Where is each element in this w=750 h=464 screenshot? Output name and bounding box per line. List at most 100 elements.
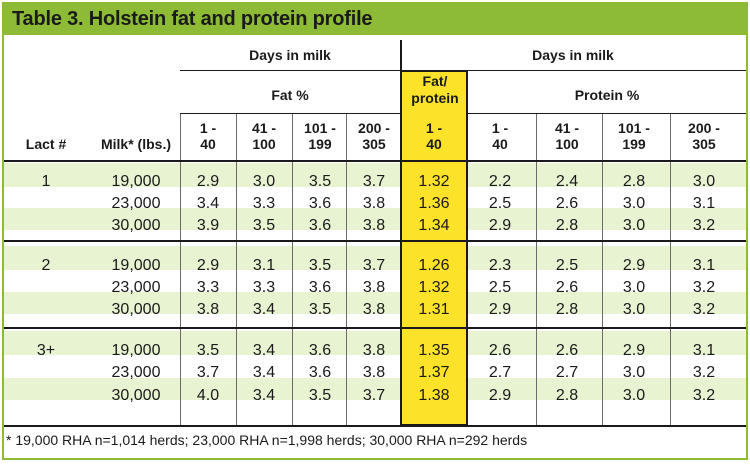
protein-pct-value: 2.6 xyxy=(488,342,512,359)
days-range-end: 100 xyxy=(252,136,276,152)
row-group-rule xyxy=(4,240,746,242)
header-rule xyxy=(180,70,400,71)
milk-header: Milk* (lbs.) xyxy=(100,136,171,152)
protein-pct-value: 3.1 xyxy=(692,257,716,274)
fat-protein-ratio: 1.36 xyxy=(418,195,450,212)
days-range-start: 1 - xyxy=(199,120,217,136)
lactation-number: 1 xyxy=(41,173,51,190)
fat-pct-value: 3.5 xyxy=(308,301,332,318)
row-band xyxy=(4,292,746,314)
protein-pct-header: Protein % xyxy=(574,87,640,103)
fat-protein-column-border xyxy=(400,70,468,426)
milk-yield: 19,000 xyxy=(111,173,161,190)
days-range-end: 100 xyxy=(555,136,579,152)
fat-protein-ratio: 1.34 xyxy=(418,217,450,234)
milk-yield: 19,000 xyxy=(111,257,161,274)
fat-pct-value: 3.8 xyxy=(362,301,386,318)
column-divider xyxy=(236,113,237,426)
fat-pct-value: 3.4 xyxy=(196,195,220,212)
fat-pct-value: 3.3 xyxy=(252,279,276,296)
days-range-end: 305 xyxy=(362,136,386,152)
fat-pct-value: 3.7 xyxy=(362,173,386,190)
fat-pct-value: 2.9 xyxy=(196,257,220,274)
fat-pct-value: 3.8 xyxy=(362,217,386,234)
days-range-start: 101 - xyxy=(618,120,650,136)
protein-pct-value: 3.0 xyxy=(692,173,716,190)
fat-pct-value: 3.5 xyxy=(308,173,332,190)
fat-pct-value: 3.6 xyxy=(308,279,332,296)
days-range-start: 1 - xyxy=(491,120,509,136)
fat-protein-ratio: 1.32 xyxy=(418,279,450,296)
protein-pct-value: 2.2 xyxy=(488,173,512,190)
days-range-end: 40 xyxy=(200,136,216,152)
days-in-milk-left: Days in milk xyxy=(249,47,331,63)
protein-pct-value: 3.2 xyxy=(692,364,716,381)
row-group-rule xyxy=(4,327,746,329)
fat-pct-value: 2.9 xyxy=(196,173,220,190)
fat-pct-value: 3.7 xyxy=(362,387,386,404)
days-in-milk-right: Days in milk xyxy=(532,47,614,63)
protein-pct-value: 2.9 xyxy=(488,301,512,318)
fat-pct-value: 3.5 xyxy=(308,257,332,274)
protein-pct-value: 3.1 xyxy=(692,195,716,212)
protein-pct-value: 3.0 xyxy=(622,217,646,234)
table-title: Table 3. Holstein fat and protein profil… xyxy=(12,8,373,30)
milk-yield: 23,000 xyxy=(111,279,161,296)
days-range-end: 199 xyxy=(308,136,332,152)
column-divider xyxy=(180,113,181,426)
protein-pct-value: 2.9 xyxy=(622,257,646,274)
days-range-start: 200 - xyxy=(358,120,390,136)
protein-pct-value: 2.3 xyxy=(488,257,512,274)
protein-pct-value: 3.2 xyxy=(692,387,716,404)
protein-pct-value: 2.8 xyxy=(555,217,579,234)
header-rule xyxy=(468,113,746,114)
fat-pct-value: 4.0 xyxy=(196,387,220,404)
fat-protein-ratio: 1.38 xyxy=(418,387,450,404)
row-band xyxy=(4,331,746,355)
protein-pct-value: 2.6 xyxy=(555,195,579,212)
milk-yield: 30,000 xyxy=(111,217,161,234)
fat-protein-ratio: 1.26 xyxy=(418,257,450,274)
protein-pct-value: 2.4 xyxy=(555,173,579,190)
protein-pct-value: 2.5 xyxy=(555,257,579,274)
milk-yield: 23,000 xyxy=(111,364,161,381)
protein-pct-value: 2.8 xyxy=(555,301,579,318)
milk-yield: 30,000 xyxy=(111,301,161,318)
fat-pct-value: 3.3 xyxy=(252,195,276,212)
row-band xyxy=(4,246,746,270)
protein-pct-value: 3.0 xyxy=(622,387,646,404)
fat-pct-value: 3.3 xyxy=(196,279,220,296)
fat-pct-value: 3.4 xyxy=(252,364,276,381)
column-divider xyxy=(536,113,537,426)
footnote: * 19,000 RHA n=1,014 herds; 23,000 RHA n… xyxy=(6,432,528,448)
protein-pct-value: 2.8 xyxy=(555,387,579,404)
fat-pct-value: 3.6 xyxy=(308,342,332,359)
fat-protein-ratio: 1.37 xyxy=(418,364,450,381)
fat-protein-ratio: 1.31 xyxy=(418,301,450,318)
column-divider xyxy=(346,113,347,426)
lactation-number: 3+ xyxy=(36,342,56,359)
fat-pct-value: 3.7 xyxy=(362,257,386,274)
milk-yield: 19,000 xyxy=(111,342,161,359)
protein-pct-value: 3.2 xyxy=(692,279,716,296)
fat-pct-value: 3.6 xyxy=(308,195,332,212)
fat-pct-value: 3.6 xyxy=(308,364,332,381)
fat-pct-value: 3.9 xyxy=(196,217,220,234)
protein-pct-value: 3.2 xyxy=(692,301,716,318)
days-range-end: 199 xyxy=(622,136,646,152)
protein-pct-value: 3.0 xyxy=(622,364,646,381)
protein-pct-value: 3.0 xyxy=(622,301,646,318)
milk-yield: 30,000 xyxy=(111,387,161,404)
row-band xyxy=(4,163,746,187)
fat-pct-value: 3.7 xyxy=(196,364,220,381)
fat-protein-ratio: 1.35 xyxy=(418,342,450,359)
row-group-rule xyxy=(4,425,746,427)
protein-pct-value: 2.7 xyxy=(488,364,512,381)
fat-pct-value: 3.4 xyxy=(252,342,276,359)
column-divider xyxy=(292,113,293,426)
protein-pct-value: 3.0 xyxy=(622,279,646,296)
fat-pct-value: 3.8 xyxy=(362,342,386,359)
fat-pct-value: 3.4 xyxy=(252,387,276,404)
protein-pct-value: 2.7 xyxy=(555,364,579,381)
header-rule xyxy=(180,113,400,114)
